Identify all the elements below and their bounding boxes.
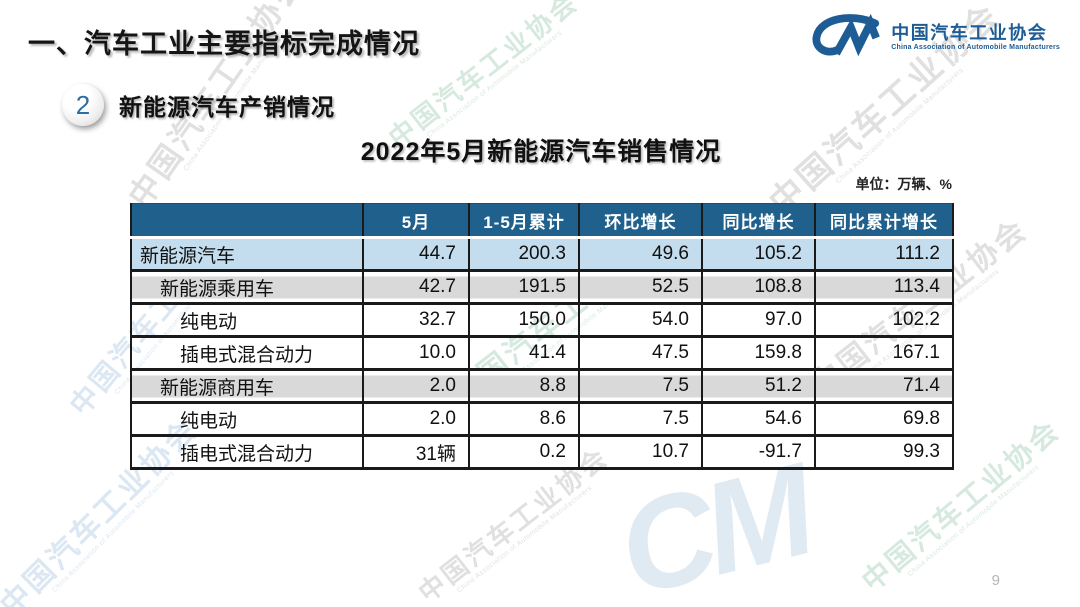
row-label: 纯电动: [130, 303, 364, 338]
page-number: 9: [991, 572, 1000, 589]
cell: 10.7: [578, 435, 703, 470]
col-header-yoy-cum: 同比累计增长: [814, 203, 954, 239]
cell: 10.0: [362, 336, 470, 371]
table-row: 纯电动 32.7 150.0 54.0 97.0 102.2: [130, 303, 954, 338]
table-title: 2022年5月新能源汽车销售情况: [360, 138, 722, 166]
col-header-yoy: 同比增长: [701, 203, 816, 239]
cell: 52.5: [578, 270, 703, 305]
cell: 150.0: [468, 303, 580, 338]
cell: 7.5: [578, 402, 703, 437]
unit-note: 单位：万辆、%: [855, 176, 952, 192]
sales-table: 5月 1-5月累计 环比增长 同比增长 同比累计增长 新能源汽车 44.7 20…: [130, 203, 954, 470]
row-label: 新能源汽车: [130, 237, 364, 272]
cell: 32.7: [362, 303, 470, 338]
cell: 8.6: [468, 402, 580, 437]
table-row: 新能源商用车 2.0 8.8 7.5 51.2 71.4: [130, 369, 954, 404]
cell: 49.6: [578, 237, 703, 272]
cell: 2.0: [362, 402, 470, 437]
col-header-mom: 环比增长: [578, 203, 703, 239]
cell: 167.1: [814, 336, 954, 371]
cell: 47.5: [578, 336, 703, 371]
caam-logo-name-en: China Association of Automobile Manufact…: [891, 44, 1060, 52]
section-number-badge: 2: [62, 84, 104, 126]
cell: 44.7: [362, 237, 470, 272]
cell: 111.2: [814, 237, 954, 272]
caam-logo-text: 中国汽车工业协会 China Association of Automobile…: [891, 23, 1060, 52]
cell: 54.6: [701, 402, 816, 437]
cell: 31辆: [362, 435, 470, 470]
cell: 42.7: [362, 270, 470, 305]
col-header-cumulative: 1-5月累计: [468, 203, 580, 239]
page-title: 一、汽车工业主要指标完成情况: [28, 29, 420, 59]
table-row: 新能源汽车 44.7 200.3 49.6 105.2 111.2: [130, 237, 954, 272]
cell: 8.8: [468, 369, 580, 404]
caam-logo-name-cn: 中国汽车工业协会: [891, 22, 1048, 43]
table-row: 纯电动 2.0 8.6 7.5 54.6 69.8: [130, 402, 954, 437]
table-row: 新能源乘用车 42.7 191.5 52.5 108.8 113.4: [130, 270, 954, 305]
cell: 71.4: [814, 369, 954, 404]
row-label: 插电式混合动力: [130, 435, 364, 470]
cell: 102.2: [814, 303, 954, 338]
caam-logo: 中国汽车工业协会 China Association of Automobile…: [809, 14, 1060, 60]
table-row: 插电式混合动力 31辆 0.2 10.7 -91.7 99.3: [130, 435, 954, 470]
cell: 105.2: [701, 237, 816, 272]
row-label: 新能源乘用车: [130, 270, 364, 305]
col-header-blank: [130, 203, 364, 239]
cell: 159.8: [701, 336, 816, 371]
caam-logo-mark-icon: [812, 14, 881, 57]
cell: 191.5: [468, 270, 580, 305]
row-label: 纯电动: [130, 402, 364, 437]
cell: 200.3: [468, 237, 580, 272]
section-header: 2 新能源汽车产销情况: [62, 84, 335, 126]
cell: 97.0: [701, 303, 816, 338]
cell: 99.3: [814, 435, 954, 470]
col-header-may: 5月: [362, 203, 470, 239]
cell: 113.4: [814, 270, 954, 305]
cell: -91.7: [701, 435, 816, 470]
cell: 51.2: [701, 369, 816, 404]
section-title: 新能源汽车产销情况: [119, 94, 335, 120]
cell: 108.8: [701, 270, 816, 305]
cell: 69.8: [814, 402, 954, 437]
table-header-row: 5月 1-5月累计 环比增长 同比增长 同比累计增长: [130, 203, 954, 239]
table-row: 插电式混合动力 10.0 41.4 47.5 159.8 167.1: [130, 336, 954, 371]
cell: 54.0: [578, 303, 703, 338]
cell: 41.4: [468, 336, 580, 371]
row-label: 新能源商用车: [130, 369, 364, 404]
row-label: 插电式混合动力: [130, 336, 364, 371]
cell: 2.0: [362, 369, 470, 404]
cell: 7.5: [578, 369, 703, 404]
cell: 0.2: [468, 435, 580, 470]
